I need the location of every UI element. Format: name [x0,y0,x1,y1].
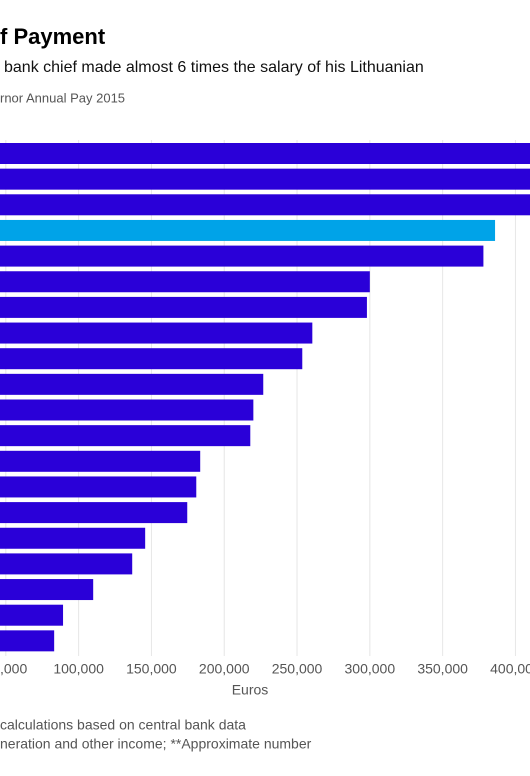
bar [0,476,197,498]
bar [0,373,264,395]
bar [0,425,251,447]
bar [0,579,94,601]
bar [0,143,530,164]
chart-label: rnor Annual Pay 2015 [0,90,125,105]
chart-subtitle: bank chief made almost 6 times the salar… [4,59,424,76]
bar [0,194,530,216]
footnote: calculations based on central bank data [0,717,246,733]
bar [0,527,146,549]
footnote: neration and other income; **Approximate… [0,736,312,752]
bar [0,604,64,626]
bar [0,271,370,293]
bar [0,245,484,267]
x-tick-label: 250,000 [272,661,323,677]
bar [0,502,188,524]
bar [0,630,55,652]
bar [0,399,254,421]
x-tick-label: 300,000 [345,661,396,677]
x-tick-label: 200,000 [199,661,250,677]
x-tick-label: 150,000 [126,661,177,677]
bar [0,450,201,472]
bar [0,348,303,370]
bar [0,553,133,575]
x-tick-label: 350,000 [417,661,468,677]
bar [0,296,367,318]
bar [0,219,496,241]
chart-title: f Payment [0,24,106,49]
x-tick-label: 400,000 [490,661,530,677]
bar [0,322,313,344]
x-tick-label: 100,000 [53,661,104,677]
bar [0,168,530,190]
x-axis-title: Euros [232,682,269,698]
x-tick-label: 50,000 [0,661,27,677]
